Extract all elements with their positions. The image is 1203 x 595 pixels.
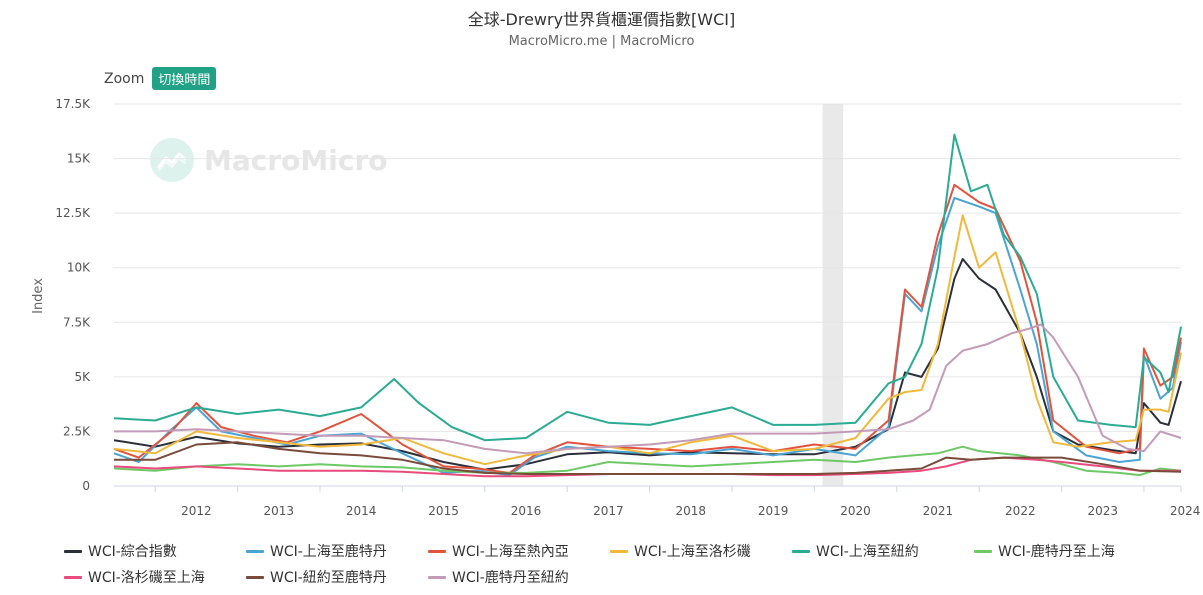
y-tick-label: 2.5K: [63, 424, 91, 438]
series-line-9: [114, 323, 1182, 455]
toggle-time-button[interactable]: 切換時間: [152, 67, 217, 90]
legend-item-6[interactable]: WCI-鹿特丹至上海: [974, 541, 1156, 561]
y-tick-label: 15K: [67, 152, 91, 166]
x-tick-label: 2017: [593, 504, 624, 518]
legend-item-9[interactable]: WCI-鹿特丹至紐約: [428, 567, 610, 587]
series-line-8: [114, 441, 1182, 475]
legend-label: WCI-上海至熱內亞: [452, 544, 569, 560]
legend-item-3[interactable]: WCI-上海至熱內亞: [428, 541, 610, 561]
legend-item-2[interactable]: WCI-上海至鹿特丹: [246, 541, 428, 561]
chart-title: 全球-Drewry世界貨櫃運價指數[WCI]: [467, 10, 736, 29]
x-tick-label: 2024: [1170, 504, 1201, 518]
legend-label: WCI-紐約至鹿特丹: [270, 570, 387, 586]
axes: 0 2.5K 5K 7.5K 10K 12.5K 15K 17.5K 2012 2013 2014 2…: [55, 97, 1200, 518]
legend-item-7[interactable]: WCI-洛杉磯至上海: [64, 567, 246, 587]
legend-label: WCI-上海至鹿特丹: [270, 544, 387, 560]
legend-label: WCI-綜合指數: [88, 544, 177, 560]
legend-item-5[interactable]: WCI-上海至紐約: [792, 541, 974, 561]
legend: WCI-綜合指數 WCI-上海至鹿特丹 WCI-上海至熱內亞 WCI-上海至洛杉磯 WC…: [64, 541, 1184, 587]
legend-swatch: [610, 549, 628, 553]
legend-item-4[interactable]: WCI-上海至洛杉磯: [610, 541, 792, 561]
x-tick-label: 2013: [264, 504, 295, 518]
y-tick-label: 10K: [67, 261, 91, 275]
chart-subtitle: MacroMicro.me | MacroMicro: [508, 34, 695, 49]
series-lines: [113, 133, 1182, 478]
legend-label: WCI-上海至洛杉磯: [634, 544, 751, 560]
legend-item-8[interactable]: WCI-紐約至鹿特丹: [246, 567, 428, 587]
y-tick-label: 17.5K: [55, 97, 91, 111]
legend-item-1[interactable]: WCI-綜合指數: [64, 541, 246, 561]
x-tick-label: 2015: [428, 504, 459, 518]
legend-label: WCI-上海至紐約: [816, 544, 919, 560]
x-tick-label: 2012: [181, 504, 212, 518]
legend-swatch: [792, 549, 810, 553]
x-tick-label: 2022: [1005, 504, 1036, 518]
y-axis-title: Index: [31, 278, 46, 314]
zoom-label: Zoom: [104, 70, 145, 87]
x-tick-label: 2016: [511, 504, 542, 518]
y-tick-label: 5K: [74, 370, 91, 384]
legend-swatch: [974, 549, 992, 553]
watermark: MacroMicro: [150, 138, 388, 182]
series-line-5: [113, 133, 1182, 442]
x-tick-label: 2014: [346, 504, 377, 518]
recession-band: [822, 104, 844, 486]
y-tick-label: 7.5K: [63, 315, 91, 329]
legend-swatch: [428, 575, 446, 579]
series-line-1: [113, 258, 1182, 471]
legend-label: WCI-鹿特丹至紐約: [452, 570, 569, 586]
x-tick-label: 2019: [758, 504, 789, 518]
watermark-logo-icon: [150, 138, 194, 182]
series-line-2: [113, 196, 1182, 477]
y-tick-label: 12.5K: [55, 206, 91, 220]
legend-swatch: [428, 549, 446, 553]
legend-swatch: [246, 549, 264, 553]
legend-label: WCI-洛杉磯至上海: [88, 570, 205, 586]
series-line-4: [113, 214, 1182, 466]
y-tick-label: 0: [82, 479, 90, 493]
zoom-bar: Zoom 切換時間: [104, 67, 217, 90]
legend-swatch: [64, 575, 82, 579]
x-tick-label: 2020: [840, 504, 871, 518]
series-line-3: [113, 183, 1182, 474]
x-tick-label: 2023: [1087, 504, 1118, 518]
legend-label: WCI-鹿特丹至上海: [998, 544, 1115, 560]
legend-swatch: [246, 575, 264, 579]
chart-plot-area: 0 2.5K 5K 7.5K 10K 12.5K 15K 17.5K 2012 2013 2014 2…: [31, 97, 1200, 518]
watermark-text: MacroMicro: [204, 143, 388, 177]
legend-swatch: [64, 549, 82, 553]
x-tick-label: 2021: [923, 504, 954, 518]
x-tick-label: 2018: [675, 504, 706, 518]
